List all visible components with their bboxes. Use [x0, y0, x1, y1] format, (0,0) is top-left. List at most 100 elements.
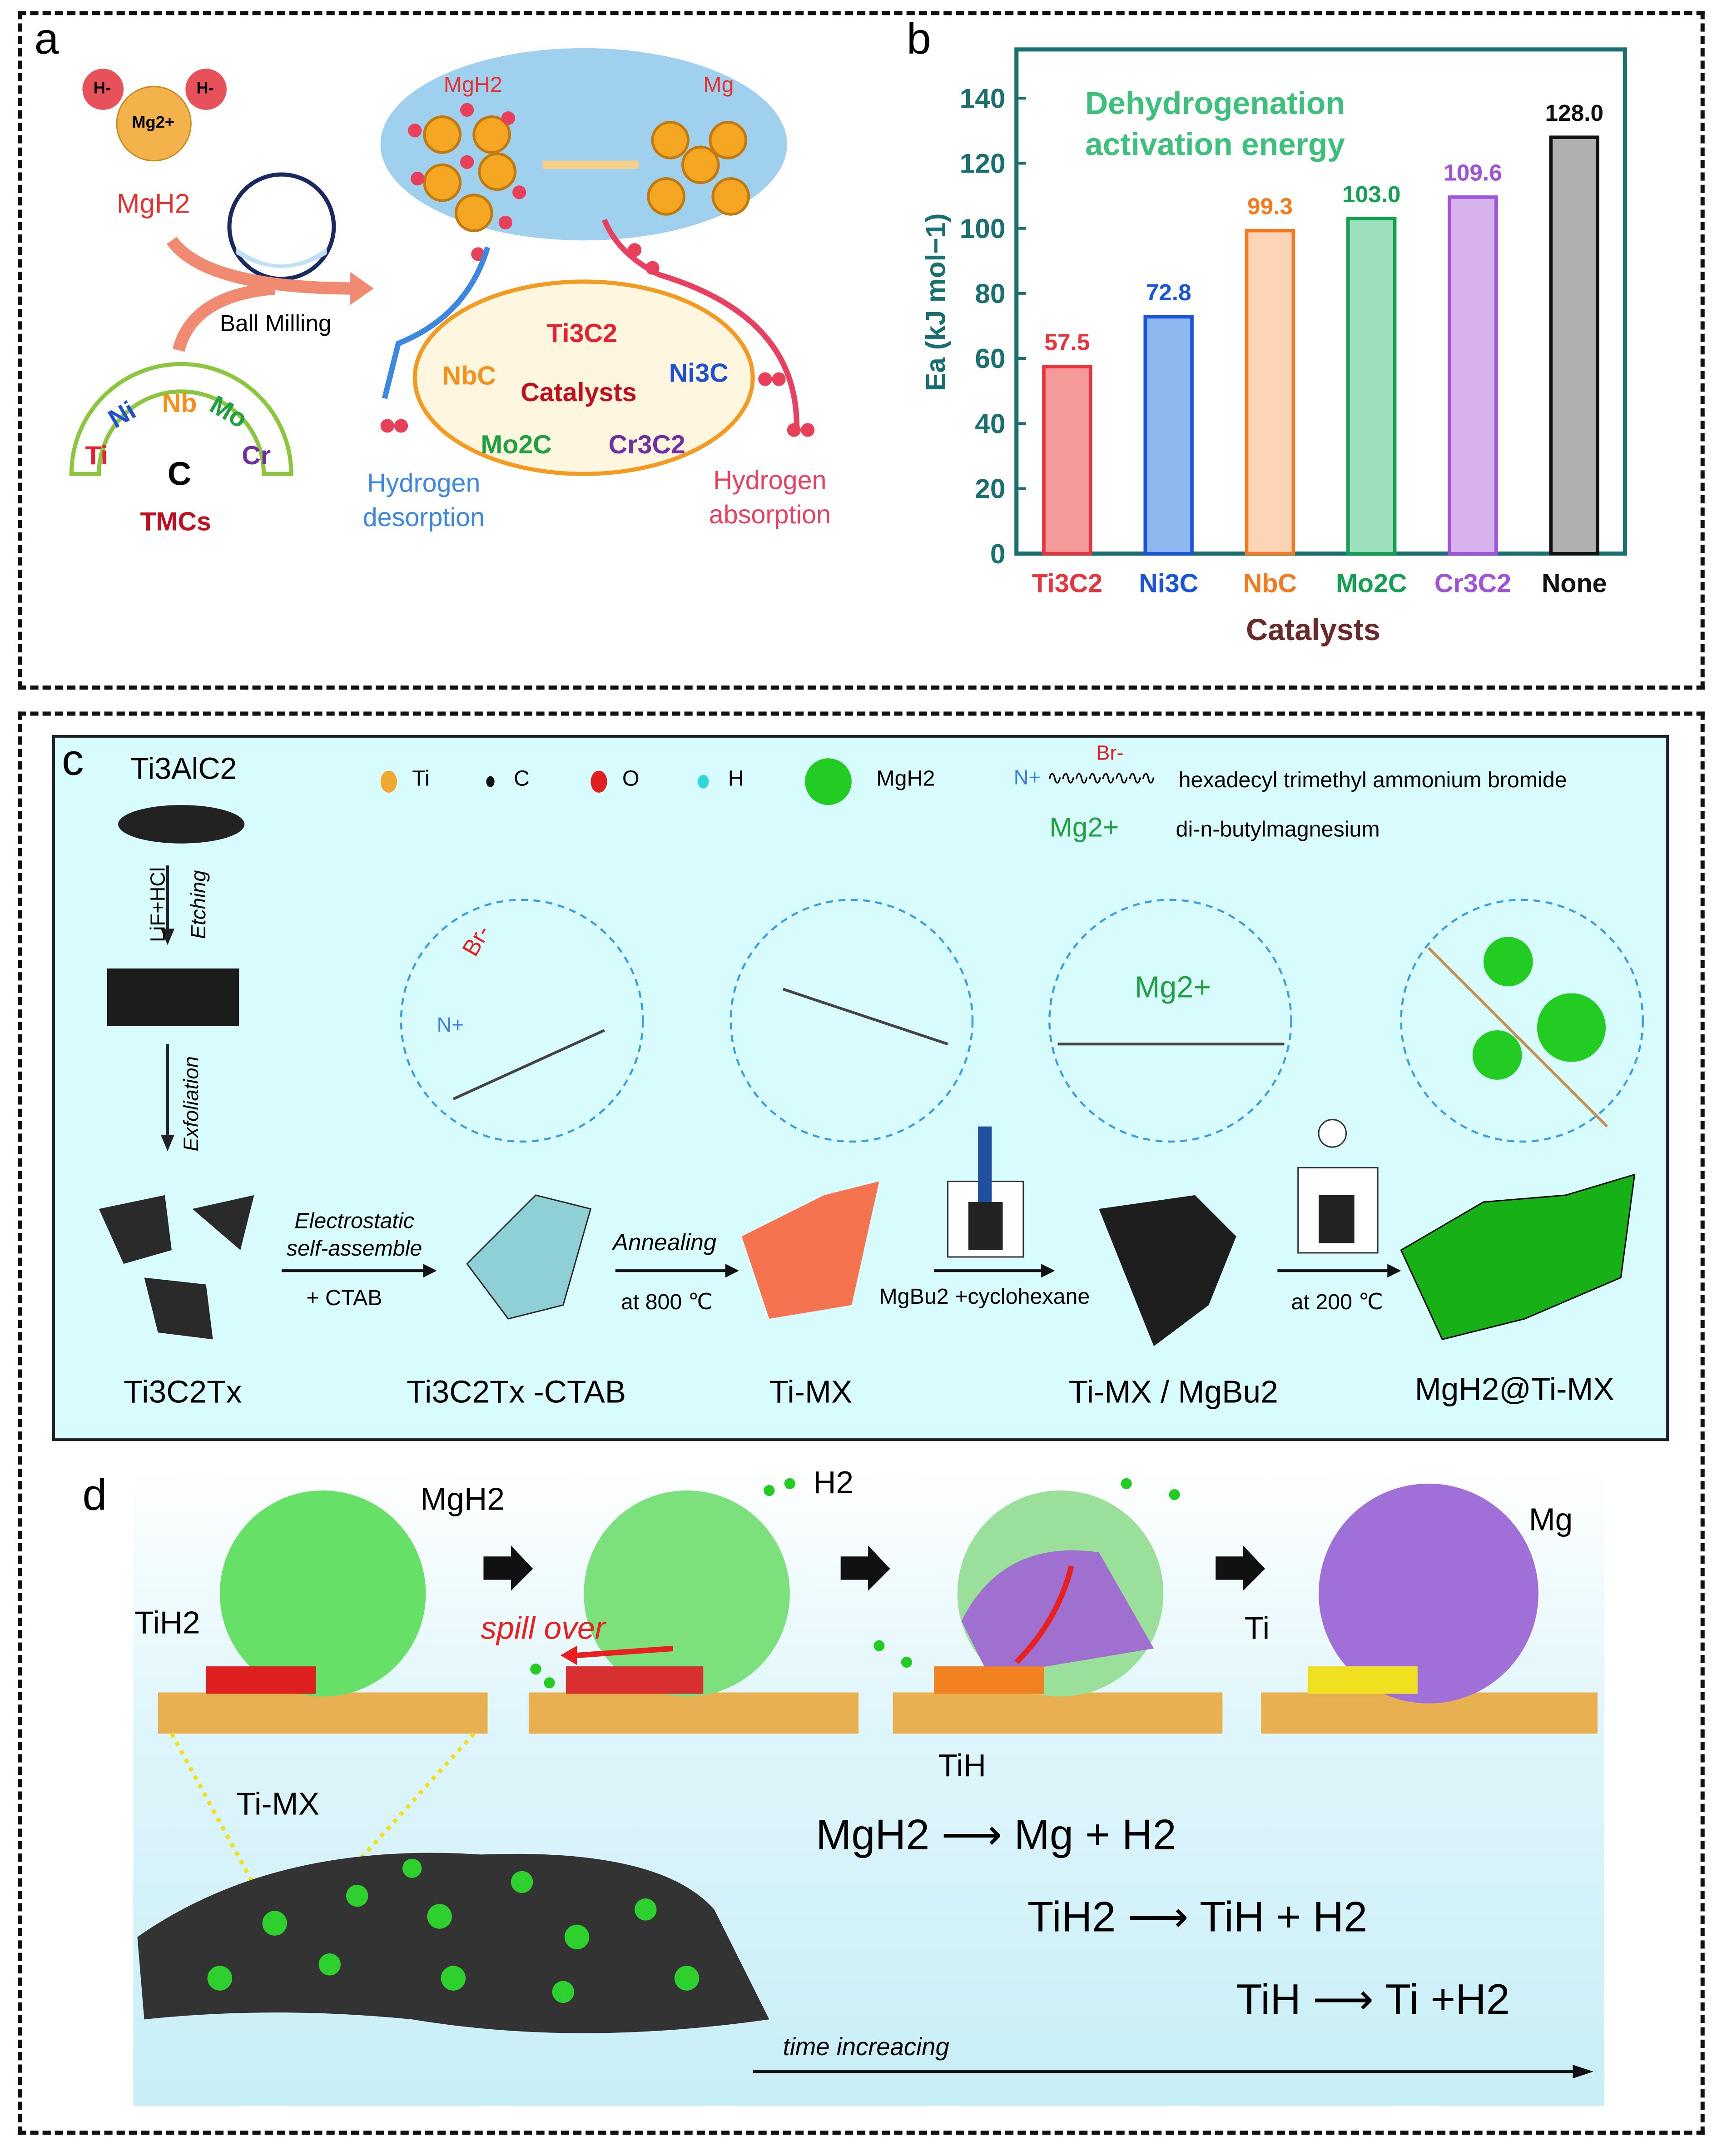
bar-1: [1143, 315, 1194, 556]
panel-cd-frame: [18, 711, 1705, 2135]
legend-mg-ion: Mg2+: [1049, 813, 1119, 844]
catalysts-center: Catalysts: [521, 379, 637, 408]
x-tick-label: Ti3C2: [1032, 569, 1102, 598]
h-ion-right-label: H-: [196, 78, 214, 98]
activation-energy-chart: 0 20 40 60 80 100 120 140 57.5 Ti3C2 72.8 Ni3C 99.3 N…: [920, 47, 1627, 647]
x-tick-label: Ni3C: [1139, 569, 1198, 598]
bar-3: [1346, 217, 1397, 556]
x-tick-label: Cr3C2: [1434, 569, 1511, 598]
chart-title-line-2: activation energy: [1085, 127, 1345, 162]
hydrogen-desorption-label: Hydrogen desorption: [362, 470, 485, 533]
ti3alc2-block: [118, 805, 245, 844]
zoom-n: N+: [437, 1013, 464, 1038]
panel-a-label: a: [34, 14, 59, 64]
ti3c2tx-ctab-flake: [466, 1194, 592, 1320]
legend-br: Br-: [1096, 741, 1124, 765]
bar-value-label: 99.3: [1247, 193, 1293, 219]
stage-ti3c2tx-ctab: Ti3C2Tx -CTAB: [407, 1374, 626, 1410]
mgh2-particle-2: [584, 1490, 790, 1697]
legend-c: C: [513, 768, 530, 791]
catalyst-ni3c: Ni3C: [669, 360, 729, 389]
precursor-label: Ti3AlC2: [130, 751, 237, 786]
equation-3: TiH ⟶ Ti +H2: [1236, 1975, 1510, 2024]
panel-c-legend-icons: [99, 758, 1644, 1346]
catalyst-nbc: NbC: [442, 363, 496, 392]
d-mgh2-label: MgH2: [420, 1480, 505, 1517]
step1-bottom: + CTAB: [306, 1287, 382, 1311]
legend-ti: Ti: [412, 768, 430, 791]
stage-ti3c2tx: Ti3C2Tx: [124, 1374, 242, 1410]
y-tick-label: 40: [975, 408, 1005, 439]
catalyst-mo2c: Mo2C: [481, 431, 552, 461]
step1-top: Electrostatic self-assemble: [286, 1210, 422, 1262]
step2-top: Annealing: [612, 1229, 717, 1256]
bar-value-label: 72.8: [1146, 279, 1191, 305]
chart-title-line-1: Dehydrogenation: [1085, 85, 1345, 121]
panel-b-label: b: [906, 14, 931, 64]
tmc-arc: [69, 362, 293, 476]
panel-c-label: c: [62, 735, 84, 785]
x-tick-label: None: [1542, 569, 1607, 598]
d-tih-label: TiH: [938, 1747, 986, 1783]
mgh2-ti-mx-flake: [1400, 1173, 1636, 1341]
x-tick-label: NbC: [1243, 569, 1297, 598]
d-h2-label: H2: [813, 1464, 854, 1500]
tmc-c: C: [167, 456, 192, 493]
d-mg-label: Mg: [1528, 1501, 1573, 1537]
d-tih2-label: TiH2: [134, 1605, 200, 1640]
tmc-cr: Cr: [242, 442, 271, 472]
equation-2: TiH2 ⟶ TiH + H2: [1027, 1893, 1368, 1941]
ti3c2tx-flakes: [99, 1195, 254, 1340]
bar-value-label: 103.0: [1342, 181, 1401, 207]
legend-o: O: [622, 768, 640, 791]
equation-1: MgH2 ⟶ Mg + H2: [816, 1810, 1176, 1859]
ellipse-mg-label: Mg: [703, 74, 734, 98]
step3: MgBu2 +cyclohexane: [879, 1286, 1090, 1309]
legend-ctab-name: hexadecyl trimethyl ammonium bromide: [1178, 769, 1567, 793]
panel-ab-frame: [18, 11, 1705, 690]
mgh2-mg-ellipse: [380, 48, 787, 241]
ti-layer: [1307, 1666, 1418, 1694]
bar-4: [1448, 195, 1498, 556]
ti-mx-sheet: [137, 1853, 769, 2033]
y-tick-label: 0: [990, 538, 1006, 569]
legend-mgh2: MgH2: [876, 768, 935, 791]
tih-layer: [934, 1666, 1044, 1694]
ball-milling-label: Ball Milling: [219, 310, 332, 337]
ctab-chain: ∿∿∿∿∿∿∿∿: [1047, 766, 1156, 789]
catalyst-cr3c2: Cr3C2: [608, 431, 685, 461]
mg-ion-label: Mg2+: [132, 112, 175, 132]
y-tick-label: 100: [960, 213, 1006, 244]
legend-n: N+: [1013, 766, 1041, 790]
y-tick-label: 140: [960, 83, 1006, 114]
h-ion-right: [185, 69, 227, 110]
catalyst-ti3c2: Ti3C2: [546, 320, 618, 349]
d-ti-label: Ti: [1244, 1610, 1270, 1646]
tmc-nb: Nb: [162, 390, 197, 419]
legend-h: H: [728, 768, 744, 791]
bar-5: [1549, 135, 1599, 556]
step2-bottom: at 800 ℃: [620, 1291, 713, 1315]
stage-ti-mx: Ti-MX: [769, 1374, 853, 1410]
etched-block: [107, 968, 239, 1026]
stage-ti-mx-mgbu2: Ti-MX / MgBu2: [1068, 1374, 1278, 1410]
bar-0: [1042, 365, 1092, 556]
mgh2-particle-1: [219, 1490, 426, 1697]
y-tick-label: 120: [960, 148, 1006, 179]
y-tick-label: 80: [975, 278, 1005, 309]
d-ti-mx-label: Ti-MX: [236, 1786, 319, 1822]
mg-ion: [116, 85, 192, 162]
substrates: [158, 1692, 1598, 1734]
y-tick-label: 20: [975, 473, 1005, 504]
y-axis-label: Ea (kJ mol−1): [920, 214, 951, 392]
catalysts-ellipse: [412, 279, 755, 476]
d-spill-over-label: spill over: [481, 1610, 605, 1646]
x-tick-label: Mo2C: [1336, 569, 1407, 598]
tmc-ti: Ti: [85, 442, 108, 472]
mgh2-label: MgH2: [117, 189, 190, 220]
zoom-mg: Mg2+: [1134, 969, 1211, 1004]
time-label: time increacing: [783, 2033, 949, 2061]
x-axis-label: Catalysts: [1246, 613, 1380, 647]
